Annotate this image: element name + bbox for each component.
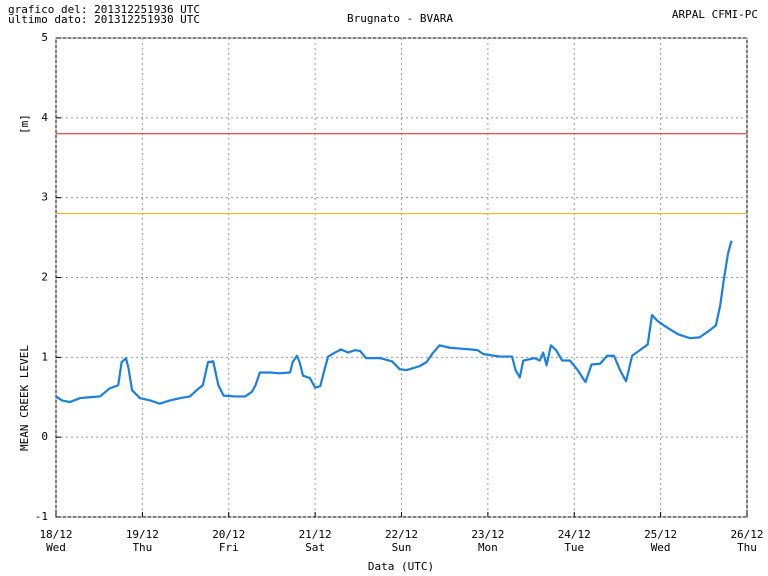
y-tick-label: 3 [41,191,48,204]
y-tick-label: 1 [41,350,48,363]
x-tick-day: Fri [219,541,239,554]
x-tick-day: Sun [392,541,412,554]
header-right: ARPAL CFMI-PC [672,8,758,21]
x-axis-label: Data (UTC) [368,560,434,573]
y-axis-unit: [m] [18,114,31,134]
x-tick-label: 24/12 [558,528,591,541]
x-tick-day: Wed [651,541,671,554]
chart-title: Brugnato - BVARA [347,12,453,25]
x-tick-label: 21/12 [299,528,332,541]
x-tick-day: Tue [564,541,584,554]
x-tick-day: Mon [478,541,498,554]
header-left: ultimo dato: 201312251930 UTC [8,13,200,26]
x-tick-day: Thu [737,541,757,554]
y-tick-label: 2 [41,271,48,284]
x-tick-label: 22/12 [385,528,418,541]
y-tick-label: 5 [41,31,48,44]
x-tick-day: Sat [305,541,325,554]
x-tick-label: 23/12 [471,528,504,541]
x-tick-label: 19/12 [126,528,159,541]
y-axis-label: MEAN CREEK LEVEL [18,345,31,451]
data-line [55,240,733,405]
x-tick-day: Thu [132,541,152,554]
x-tick-day: Wed [46,541,66,554]
header-left: grafico del: 201312251936 UTC [8,3,200,16]
x-tick-label: 20/12 [212,528,245,541]
y-tick-label: 4 [41,111,48,124]
y-tick-label: 0 [41,430,48,443]
x-tick-label: 25/12 [644,528,677,541]
x-tick-label: 26/12 [730,528,763,541]
y-tick-label: -1 [35,510,48,523]
x-tick-label: 18/12 [39,528,72,541]
